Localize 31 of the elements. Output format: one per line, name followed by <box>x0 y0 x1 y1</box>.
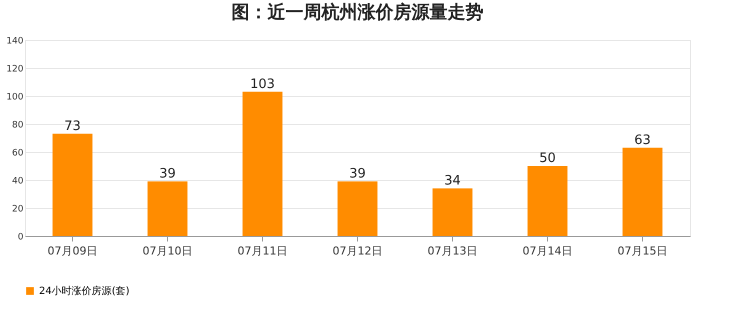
x-tick-label: 07月11日 <box>238 244 288 258</box>
data-label: 39 <box>159 166 176 182</box>
data-label: 34 <box>444 173 461 188</box>
bar <box>528 166 568 236</box>
bar <box>338 181 378 236</box>
x-tick-label: 07月09日 <box>48 244 98 258</box>
bar <box>242 92 282 236</box>
data-label: 39 <box>349 166 366 182</box>
chart-title: 图：近一周杭州涨价房源量走势 <box>232 2 484 23</box>
y-tick-label: 140 <box>6 36 24 46</box>
x-tick-label: 07月10日 <box>142 244 192 258</box>
y-tick-label: 80 <box>12 120 24 130</box>
y-tick-label: 120 <box>6 64 24 74</box>
x-tick-label: 07月14日 <box>522 244 572 258</box>
bar <box>52 134 92 236</box>
x-tick-label: 07月13日 <box>428 244 478 258</box>
y-tick-label: 40 <box>12 176 24 186</box>
y-tick-label: 60 <box>12 148 24 158</box>
y-tick-label: 100 <box>6 92 24 102</box>
x-tick-label: 07月12日 <box>332 244 382 258</box>
y-tick-label: 20 <box>12 204 24 214</box>
data-label: 103 <box>250 76 275 92</box>
y-tick-label: 0 <box>18 232 24 242</box>
bar <box>622 148 662 236</box>
bar <box>432 188 472 236</box>
bar <box>148 181 188 236</box>
x-tick-label: 07月15日 <box>618 244 668 258</box>
data-label: 63 <box>634 132 651 148</box>
data-label: 50 <box>539 151 556 166</box>
legend-label: 24小时涨价房源(套) <box>39 285 130 297</box>
data-label: 73 <box>64 118 81 134</box>
